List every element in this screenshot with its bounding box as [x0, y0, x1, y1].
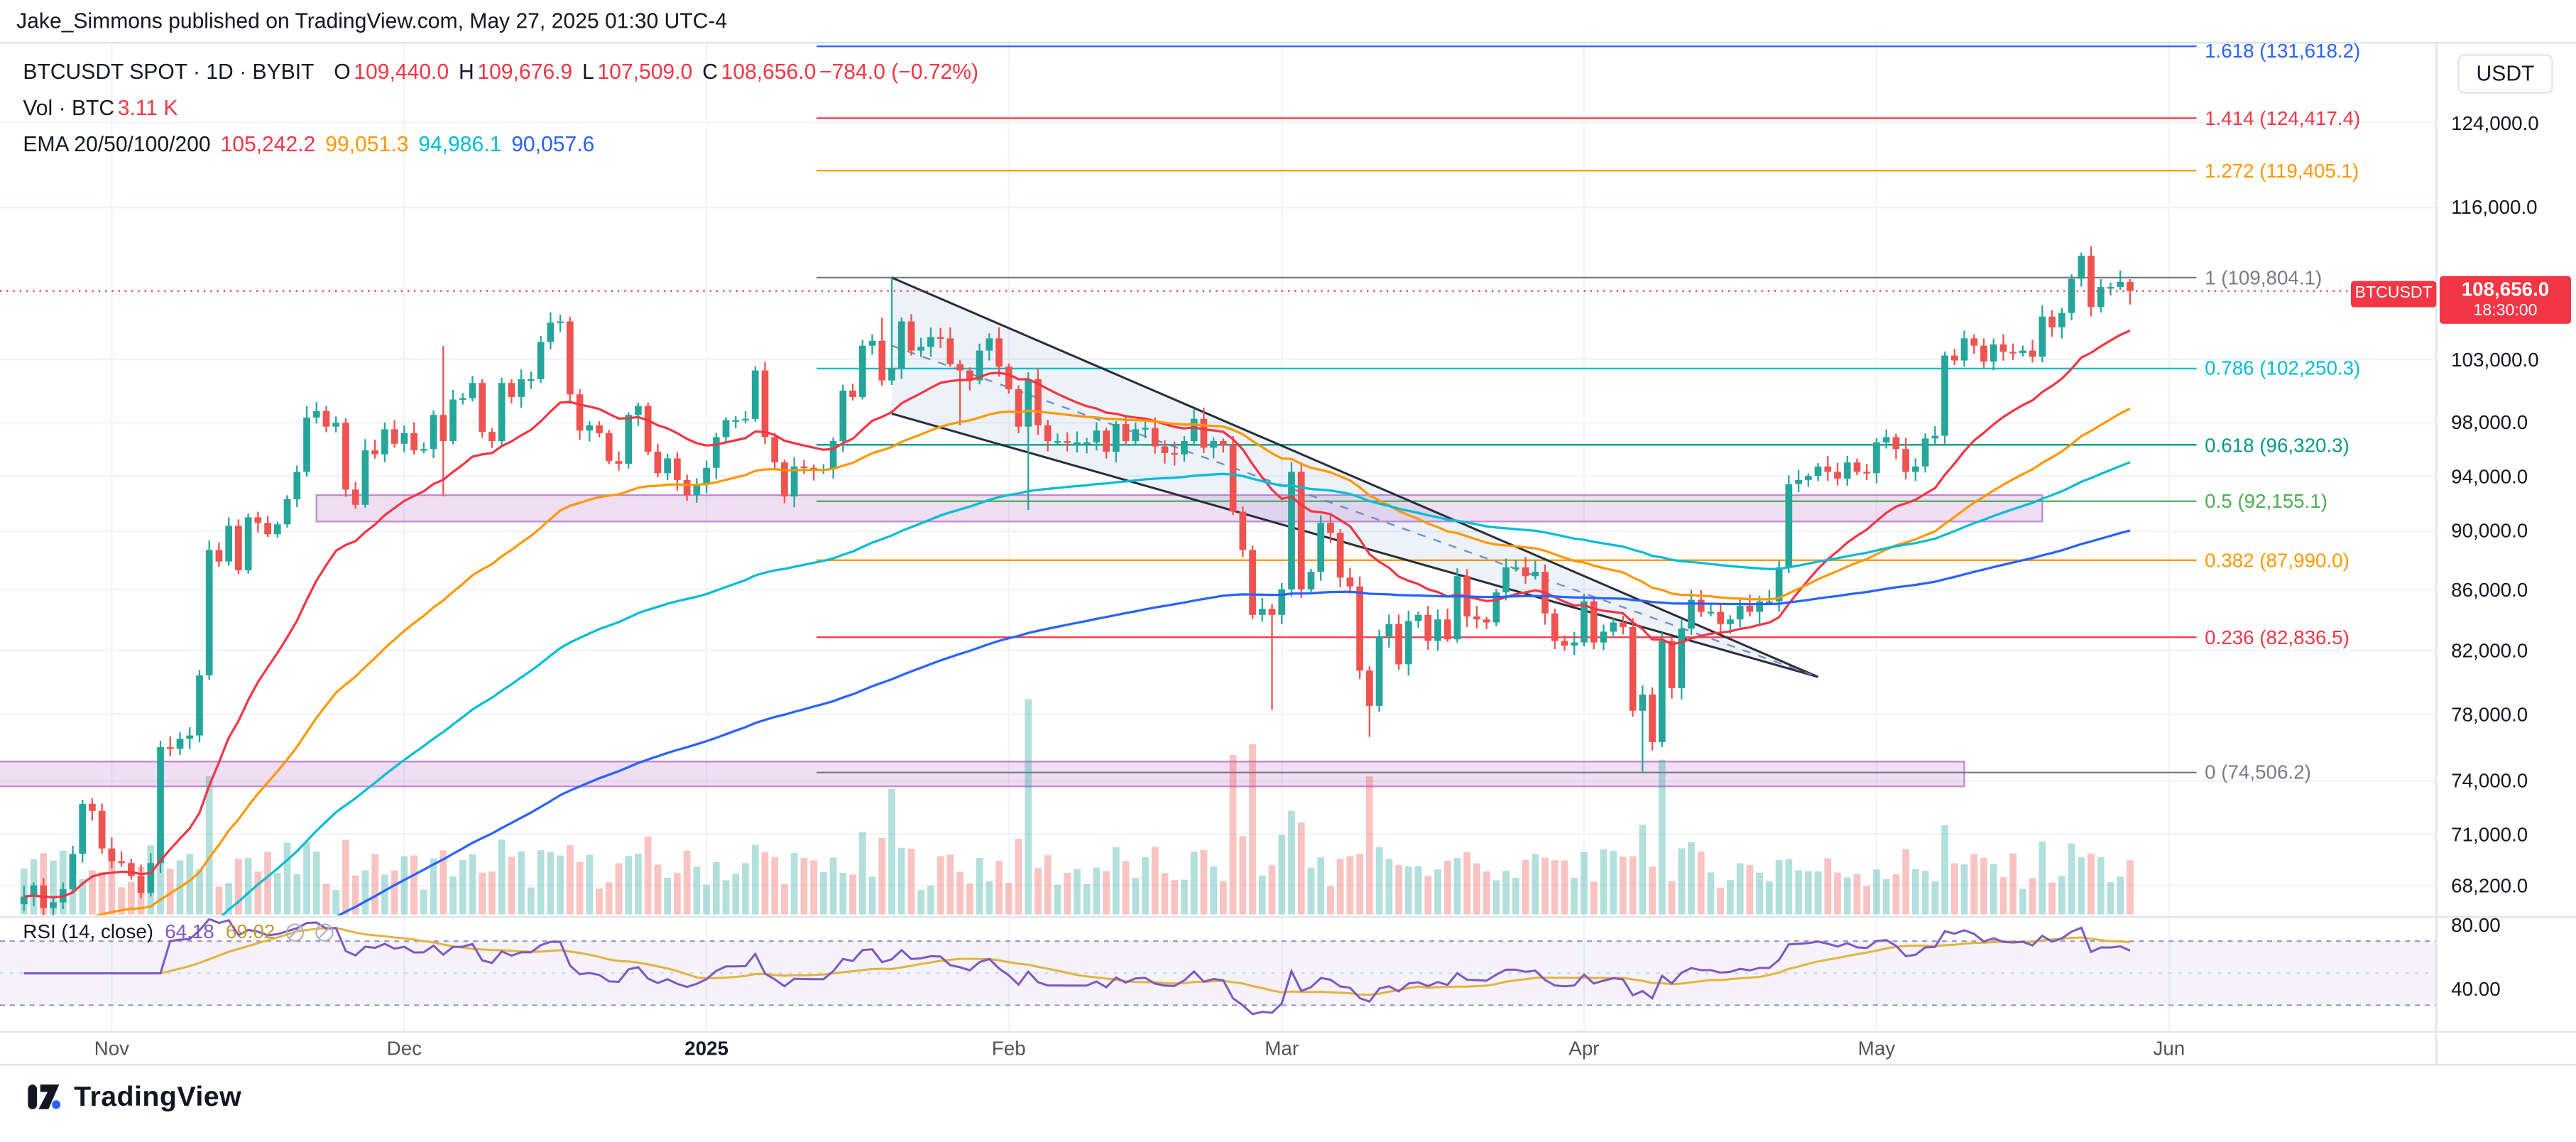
fib-level-label: 0.236 (82,836.5) [2205, 626, 2349, 649]
ema-legend-row: EMA 20/50/100/200 105,242.2 99,051.3 94,986… [23, 126, 978, 163]
candlestick-series[interactable] [20, 246, 2134, 919]
price-axis-label: 103,000.0 [2451, 347, 2539, 371]
attribution-text: Jake_Simmons published on TradingView.co… [16, 8, 728, 33]
fib-level-label: 1 (109,804.1) [2205, 266, 2323, 290]
fib-level-label: 0 (74,506.2) [2205, 761, 2311, 784]
volume-value: 3.11 K [117, 95, 178, 120]
rsi-axis-label: 40.00 [2451, 977, 2501, 1001]
volume-legend-row: Vol · BTC 3.11 K [23, 90, 978, 126]
rsi-label[interactable]: RSI (14, close) [23, 920, 154, 944]
ema-50-line[interactable] [24, 407, 2131, 935]
ema200-value: 90,057.6 [511, 131, 595, 156]
close-label: C [702, 59, 718, 85]
trend-channel[interactable] [891, 276, 1819, 678]
price-axis-label: 68,200.0 [2451, 874, 2528, 897]
price-axis-label: 124,000.0 [2451, 111, 2539, 134]
ema100-value: 94,986.1 [418, 131, 502, 156]
tradingview-logo-icon[interactable] [26, 1080, 62, 1116]
fib-level-label: 0.786 (102,250.3) [2205, 357, 2361, 381]
time-axis-label[interactable]: Jun [2153, 1036, 2185, 1060]
fib-level-label: 1.618 (131,618.2) [2205, 39, 2361, 62]
rsi-legend: RSI (14, close) 64.18 69.02 [23, 920, 334, 943]
time-axis-label[interactable]: Nov [94, 1036, 130, 1060]
time-axis-label[interactable]: Dec [386, 1036, 422, 1060]
symbol-price-tag: BTCUSDT [2351, 281, 2437, 308]
high-label: H [458, 59, 474, 85]
fib-level-label: 0.5 (92,155.1) [2205, 489, 2327, 513]
rsi-value: 64.18 [165, 920, 214, 944]
change-value: −784.0 (−0.72%) [819, 59, 979, 85]
ema-20-line[interactable] [23, 330, 2131, 898]
chart-legend: BTCUSDT SPOT · 1D · BYBIT O 109,440.0 H 109,… [23, 54, 978, 163]
open-value: 109,440.0 [354, 59, 449, 85]
last-price-badge: 108,656.0 18:30:00 [2439, 276, 2572, 324]
ema-200-line[interactable] [24, 529, 2131, 1031]
ema-label[interactable]: EMA 20/50/100/200 [23, 131, 211, 156]
price-axis-label: 78,000.0 [2451, 702, 2528, 726]
price-axis-label: 74,000.0 [2451, 769, 2528, 793]
close-value: 108,656.0 [721, 59, 817, 85]
price-axis-label: 98,000.0 [2451, 411, 2528, 435]
rsi-hide-icon[interactable] [286, 923, 305, 941]
currency-toggle-button[interactable]: USDT [2457, 54, 2553, 94]
price-axis-label: 71,000.0 [2451, 822, 2528, 846]
price-axis-label: 82,000.0 [2451, 638, 2528, 662]
rsi-axis-label: 80.00 [2451, 913, 2501, 937]
footer: TradingView [26, 1080, 241, 1116]
volume-label[interactable]: Vol · BTC [23, 95, 115, 120]
ema50-value: 99,051.3 [325, 131, 409, 156]
fib-level-label: 0.618 (96,320.3) [2205, 433, 2349, 457]
fib-level-label: 1.414 (124,417.4) [2205, 107, 2361, 130]
ema-100-line[interactable] [24, 461, 2131, 989]
high-value: 109,676.9 [477, 59, 573, 85]
time-axis-label[interactable]: May [1857, 1036, 1896, 1060]
rsi-line[interactable] [23, 918, 2131, 1016]
time-axis-label[interactable]: Feb [991, 1036, 1026, 1060]
badge-price: 108,656.0 [2461, 278, 2550, 301]
rsi-settings-icon[interactable] [316, 923, 334, 941]
open-label: O [334, 59, 351, 85]
price-axis-label: 116,000.0 [2451, 196, 2538, 219]
time-axis-label[interactable]: Apr [1568, 1036, 1600, 1060]
fib-level-label: 0.382 (87,990.0) [2205, 548, 2349, 572]
pane-separators [0, 42, 2576, 1066]
tradingview-wordmark[interactable]: TradingView [74, 1081, 242, 1113]
rsi-ma-value: 69.02 [225, 920, 275, 944]
rsi-ma-line[interactable] [23, 927, 2131, 996]
time-axis-label[interactable]: Mar [1265, 1036, 1299, 1060]
symbol-title[interactable]: BTCUSDT SPOT · 1D · BYBIT [23, 59, 315, 85]
ema20-value: 105,242.2 [220, 131, 316, 156]
low-label: L [582, 59, 594, 85]
badge-countdown: 18:30:00 [2473, 302, 2538, 321]
price-axis-label: 94,000.0 [2451, 464, 2528, 488]
price-axis-label: 90,000.0 [2451, 520, 2528, 543]
price-axis-label: 86,000.0 [2451, 577, 2528, 602]
volume-series [20, 699, 2134, 915]
fib-level-label: 1.272 (119,405.1) [2205, 159, 2359, 183]
symbol-legend-row: BTCUSDT SPOT · 1D · BYBIT O 109,440.0 H 109,… [23, 54, 978, 90]
low-value: 107,509.0 [597, 59, 693, 85]
support-zones[interactable] [0, 494, 2043, 788]
time-axis-label[interactable]: 2025 [684, 1036, 728, 1060]
grid-lines [0, 43, 2437, 1033]
